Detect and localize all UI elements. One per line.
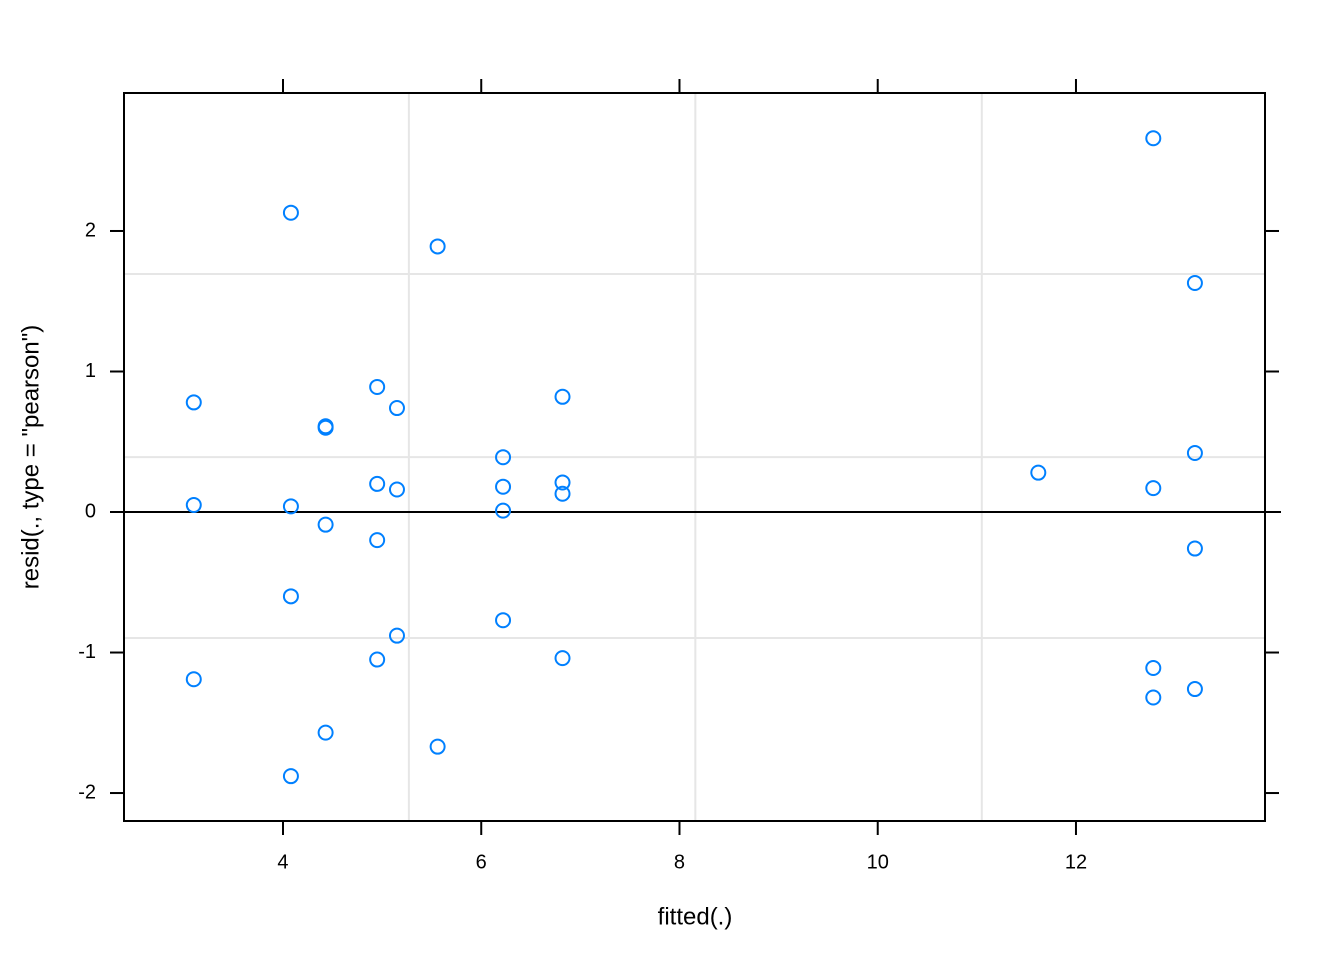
y-axis-label: resid(., type = "pearson") — [17, 325, 44, 590]
point — [185, 496, 202, 513]
point — [388, 481, 405, 498]
point — [388, 400, 405, 417]
point — [1030, 464, 1047, 481]
y-tick-label: 2 — [85, 219, 96, 241]
x-tick-label: 4 — [277, 851, 288, 873]
point — [495, 449, 512, 466]
point — [495, 502, 512, 519]
x-axis-label: fitted(.) — [658, 903, 733, 930]
point — [429, 238, 446, 255]
point — [1145, 130, 1162, 147]
plot-frame — [123, 92, 1266, 822]
point — [282, 768, 299, 785]
point — [369, 378, 386, 395]
point — [554, 474, 571, 491]
point — [388, 627, 405, 644]
y-tick-label: 1 — [85, 360, 96, 382]
point — [317, 724, 334, 741]
y-tick-label: 0 — [85, 500, 96, 522]
point — [495, 612, 512, 629]
point — [282, 498, 299, 515]
point — [369, 475, 386, 492]
x-tick-label: 10 — [867, 851, 889, 873]
point — [1186, 681, 1203, 698]
point — [429, 738, 446, 755]
point — [1145, 689, 1162, 706]
point — [1145, 659, 1162, 676]
point — [554, 485, 571, 502]
point — [317, 419, 334, 436]
point — [495, 478, 512, 495]
y-tick-label: -2 — [78, 781, 96, 803]
point — [185, 394, 202, 411]
point — [185, 671, 202, 688]
y-tick-label: -1 — [78, 641, 96, 663]
point — [1145, 480, 1162, 497]
point — [1186, 540, 1203, 557]
point — [369, 651, 386, 668]
x-tick-label: 6 — [476, 851, 487, 873]
point — [1186, 444, 1203, 461]
point — [554, 650, 571, 667]
point — [1186, 274, 1203, 291]
point — [282, 204, 299, 221]
x-tick-label: 12 — [1065, 851, 1087, 873]
point — [317, 516, 334, 533]
point — [369, 532, 386, 549]
point — [554, 388, 571, 405]
x-tick-label: 8 — [674, 851, 685, 873]
point — [282, 588, 299, 605]
